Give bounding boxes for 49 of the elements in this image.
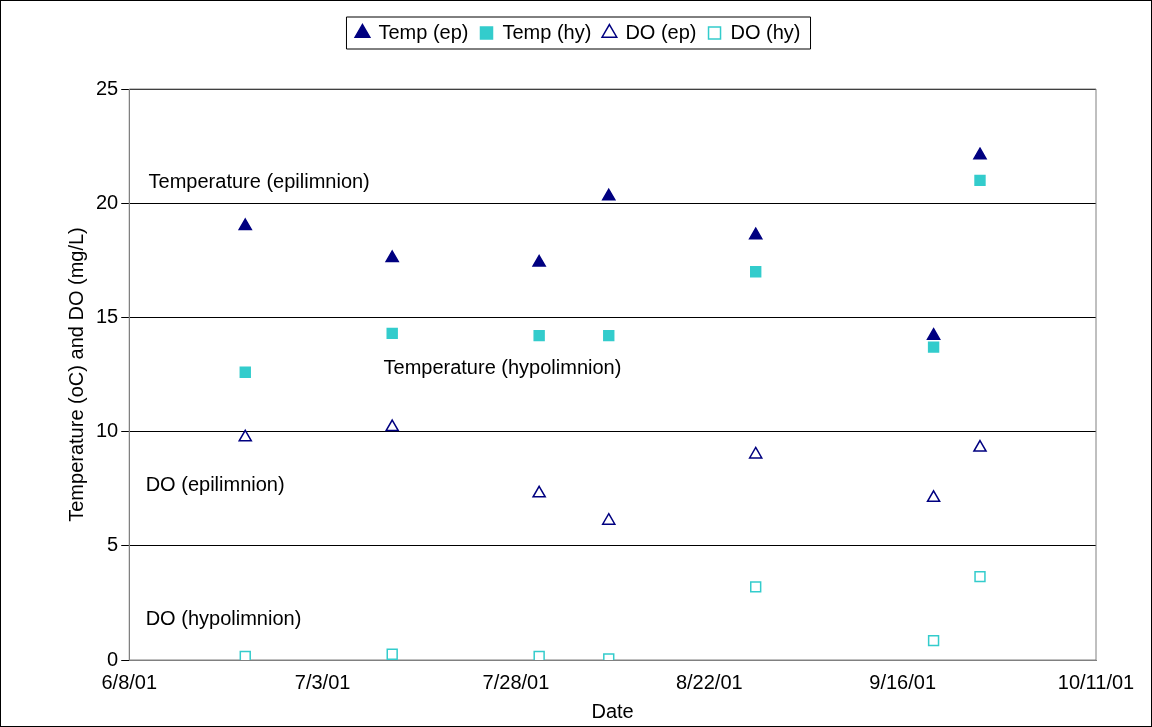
point: [238, 218, 253, 231]
x-tick-label: 9/16/01: [869, 670, 937, 693]
y-tick-label: 5: [107, 533, 119, 556]
point: [926, 327, 941, 340]
point: [927, 341, 940, 353]
legend-label: DO (hy): [730, 20, 801, 43]
point: [750, 581, 762, 593]
point: [973, 147, 987, 160]
point: [974, 174, 986, 187]
point: [386, 648, 398, 660]
y-axis-title: Temperature (oC) and DO (mg/L): [64, 227, 87, 522]
x-tick-label: 7/3/01: [294, 670, 351, 693]
y-tick-label: 25: [96, 76, 119, 99]
point: [385, 250, 400, 263]
legend-label: Temp (hy): [502, 20, 592, 43]
point: [748, 446, 763, 459]
point: [927, 634, 940, 647]
point: [239, 650, 251, 660]
point: [533, 650, 545, 660]
point: [748, 227, 763, 240]
point: [750, 266, 762, 278]
y-tick-label: 10: [96, 419, 119, 442]
annotation: DO (hypolimnion): [145, 606, 302, 629]
point: [385, 419, 400, 432]
point: [532, 254, 546, 267]
x-tick-label: 10/11/01: [1057, 670, 1135, 693]
point: [238, 429, 253, 442]
point: [974, 570, 986, 583]
point: [973, 439, 987, 452]
point: [926, 490, 941, 503]
point: [239, 366, 251, 378]
x-tick-label: 6/8/01: [101, 670, 158, 693]
annotation: Temperature (epilimnion): [148, 169, 370, 192]
point: [601, 512, 616, 525]
y-tick-label: 0: [107, 647, 119, 670]
legend-label: Temp (ep): [378, 20, 469, 43]
point: [603, 329, 615, 342]
point: [533, 329, 545, 342]
x-axis-title: Date: [591, 699, 634, 722]
y-tick-label: 20: [96, 190, 119, 213]
y-tick-label: 15: [96, 304, 119, 327]
point: [532, 485, 546, 498]
annotation: DO (epilimnion): [145, 473, 285, 496]
annotation: Temperature (hypolimnion): [383, 356, 622, 379]
point: [386, 327, 398, 340]
x-tick-label: 7/28/01: [482, 670, 550, 693]
x-tick-label: 8/22/01: [675, 670, 743, 693]
point: [601, 188, 616, 201]
legend-label: DO (ep): [625, 20, 697, 43]
